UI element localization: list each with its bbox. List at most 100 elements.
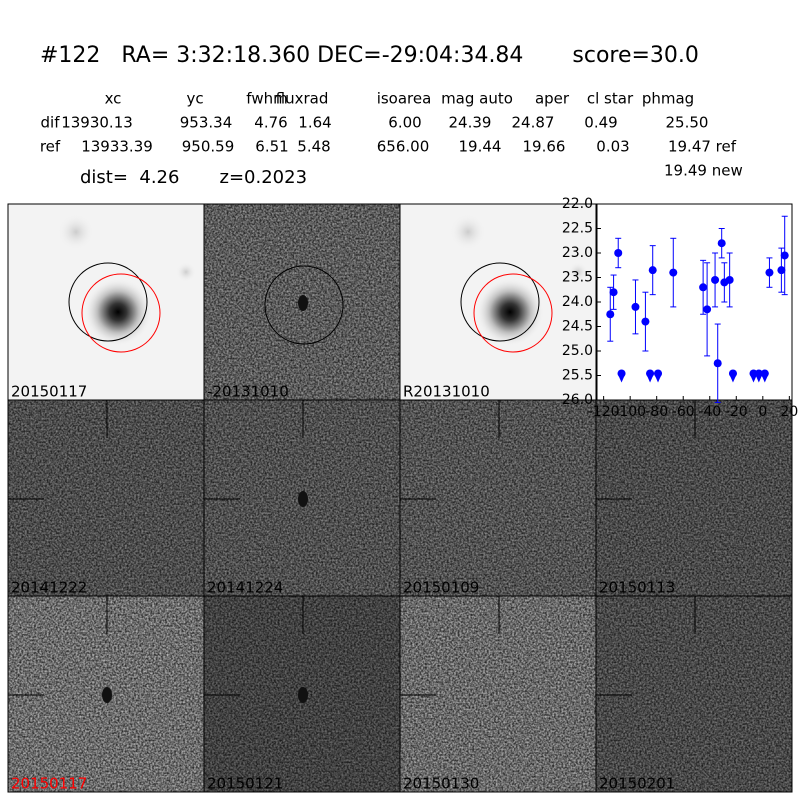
point	[725, 275, 734, 284]
point	[609, 288, 618, 297]
upper-limit-dot	[728, 369, 737, 378]
galaxy	[84, 278, 152, 346]
column-header: fwhm	[246, 90, 287, 108]
point	[641, 317, 650, 326]
x-tick-label: -60	[672, 404, 695, 420]
y-tick-label: 22.5	[562, 221, 593, 237]
column-header: mag auto	[441, 90, 513, 108]
title: #122 RA= 3:32:18.360 DEC=-29:04:34.84 sc…	[40, 43, 699, 68]
image-panel: 20150109	[399, 399, 597, 597]
ref-circle	[264, 265, 344, 345]
panel-label: 20141224	[207, 579, 283, 597]
noise	[400, 596, 596, 792]
table-cell: 24.39	[449, 114, 492, 132]
galaxy-blob	[450, 214, 486, 250]
image-panel: 20150130	[399, 595, 597, 793]
point	[669, 268, 678, 277]
upper-limit-dot	[617, 369, 626, 378]
image-panel: 20141224	[203, 399, 401, 597]
panel-label: 20150130	[403, 775, 479, 793]
column-header: cl star	[587, 90, 634, 108]
x-tick-label: -40	[698, 404, 721, 420]
galaxy-blob	[176, 262, 196, 282]
table-cell: 950.59	[182, 138, 235, 156]
upper-limit-dot	[754, 369, 763, 378]
galaxy-blob	[568, 262, 588, 282]
table-cell: 13933.39	[81, 138, 153, 156]
noise	[8, 400, 204, 596]
panel-label: -20131010	[207, 383, 289, 401]
upper-limit-dot	[646, 369, 655, 378]
panel-label: 20150201	[599, 775, 675, 793]
point	[711, 275, 720, 284]
point	[699, 283, 708, 292]
table-cell: 1.64	[298, 114, 331, 132]
residual	[298, 491, 308, 507]
point	[780, 251, 789, 260]
point	[631, 302, 640, 311]
table-cell: 13930.13	[61, 114, 133, 132]
y-tick-label: 26.0	[562, 392, 593, 408]
y-tick-label: 24.0	[562, 294, 593, 310]
table-cell: 0.03	[596, 138, 629, 156]
table-cell: 6.00	[388, 114, 421, 132]
y-tick-label: 24.5	[562, 319, 593, 335]
point	[777, 266, 786, 275]
table-cell: 5.48	[297, 138, 330, 156]
residual	[298, 295, 308, 311]
panel-label: 20150113	[599, 579, 675, 597]
table-cell: 953.34	[180, 114, 233, 132]
galaxy-blob	[58, 214, 94, 250]
image-panel: 20150113	[595, 399, 793, 597]
x-tick-label: -80	[645, 404, 668, 420]
table-cell: 6.51	[255, 138, 288, 156]
y-tick-label: 23.0	[562, 245, 593, 261]
panel-label: 20150109	[403, 579, 479, 597]
image-panel: 20150117	[7, 203, 205, 401]
table-cell: dif	[41, 114, 61, 132]
table-cell: 19.66	[523, 138, 566, 156]
panel-label: 20150117	[11, 383, 87, 401]
column-header: fluxrad	[276, 90, 329, 108]
point	[606, 310, 615, 319]
point	[717, 239, 726, 248]
residual	[102, 687, 112, 703]
noise	[596, 400, 792, 596]
image-panel: 20150121	[203, 595, 401, 793]
table-cell: 25.50	[666, 114, 709, 132]
x-tick-label: 20	[780, 404, 798, 420]
noise	[400, 400, 596, 596]
x-tick-label: -120	[588, 404, 620, 420]
x-tick-label: -20	[725, 404, 748, 420]
distance: dist= 4.26 z=0.2023	[80, 167, 307, 188]
image-panel: R20131010	[399, 203, 597, 401]
table-extra: 19.49 new	[664, 162, 743, 180]
table-cell: 4.76	[254, 114, 287, 132]
plot-area	[596, 203, 793, 401]
noise	[596, 596, 792, 792]
y-tick-label: 22.0	[562, 196, 593, 212]
galaxy	[476, 278, 544, 346]
residual	[298, 687, 308, 703]
point	[713, 359, 722, 368]
panel-label: 20141222	[11, 579, 87, 597]
image-grid: 20150117 -20131010 R20131010 20141222 201412…	[7, 203, 793, 793]
column-header: aper	[535, 90, 570, 108]
y-tick-label: 23.5	[562, 270, 593, 286]
image-panel: -20131010	[203, 203, 401, 401]
candidate-circle	[473, 273, 553, 353]
column-header: yc	[186, 90, 203, 108]
ref-circle	[460, 262, 540, 342]
light-curve: 22.0 22.5 23.0 23.5 24.0 24.5 25.0 25.5 26.0-120…	[562, 196, 798, 420]
ref-circle	[68, 262, 148, 342]
candidate-circle	[81, 273, 161, 353]
panel-frame	[595, 595, 793, 793]
table-cell: 24.87	[512, 114, 555, 132]
y-tick-label: 25.5	[562, 368, 593, 384]
image-panel: 20141222	[7, 399, 205, 597]
point	[614, 249, 623, 257]
panel-label: R20131010	[403, 383, 490, 401]
table-cell: 19.47 ref	[668, 138, 737, 156]
